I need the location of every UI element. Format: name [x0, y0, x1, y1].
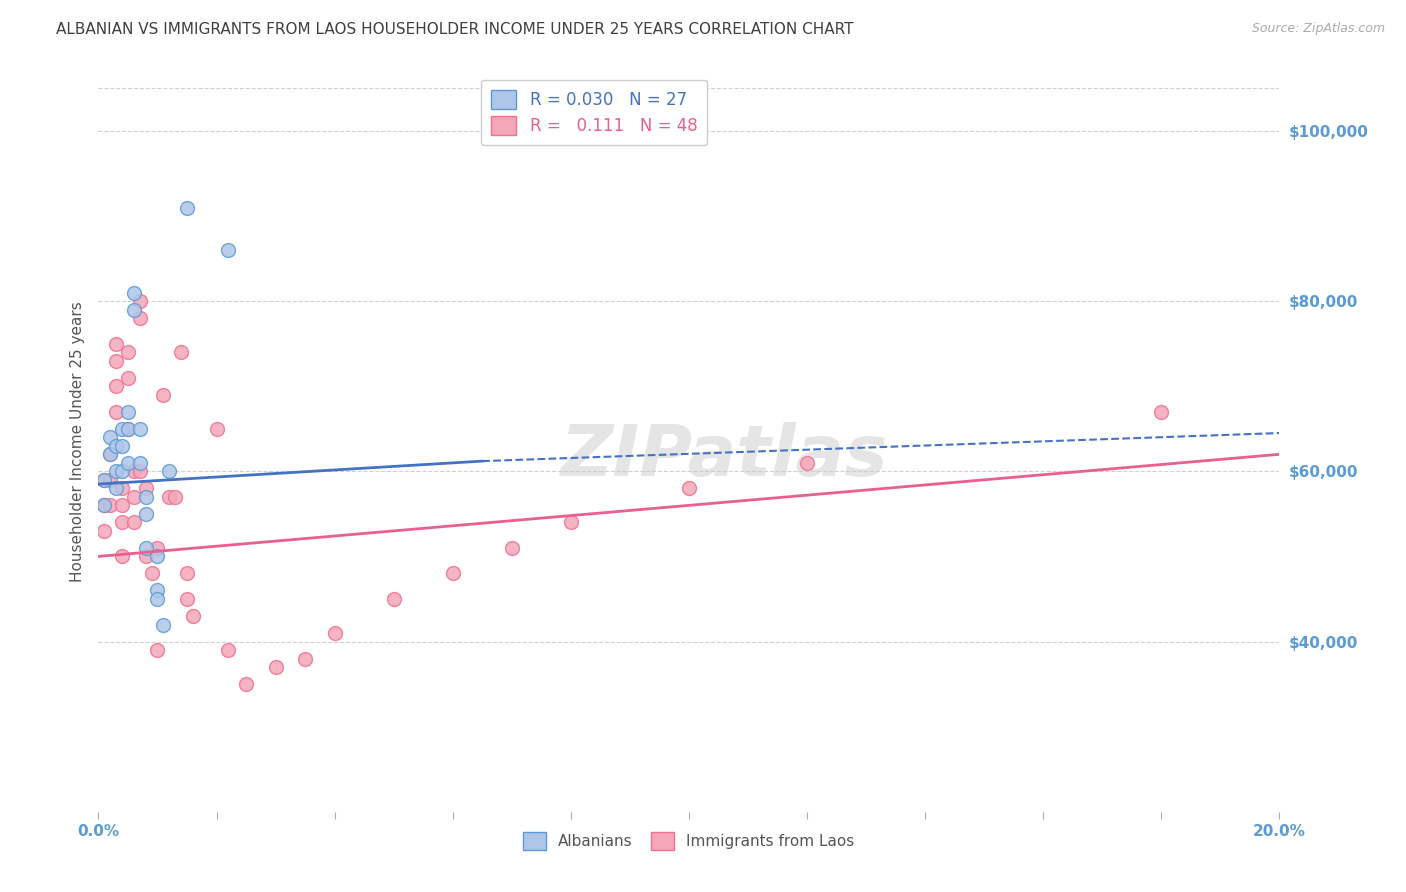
Point	[105, 405, 128, 419]
Y-axis label: Householder Income Under 25 years: Householder Income Under 25 years	[69, 301, 84, 582]
Point	[146, 643, 169, 657]
Point	[98, 499, 121, 513]
Point	[135, 549, 157, 564]
Point	[146, 591, 169, 606]
Point	[111, 464, 134, 478]
Point	[1150, 405, 1173, 419]
Point	[117, 345, 139, 359]
Point	[170, 345, 193, 359]
Point	[796, 456, 818, 470]
Point	[501, 541, 523, 555]
Point	[93, 473, 115, 487]
Point	[98, 430, 121, 444]
Point	[128, 294, 150, 309]
Point	[135, 490, 157, 504]
Point	[117, 405, 139, 419]
Point	[93, 499, 115, 513]
Point	[135, 481, 157, 495]
Point	[98, 473, 121, 487]
Point	[122, 302, 145, 317]
Point	[128, 456, 150, 470]
Point	[117, 456, 139, 470]
Point	[157, 464, 180, 478]
Text: ALBANIAN VS IMMIGRANTS FROM LAOS HOUSEHOLDER INCOME UNDER 25 YEARS CORRELATION C: ALBANIAN VS IMMIGRANTS FROM LAOS HOUSEHO…	[56, 22, 853, 37]
Point	[176, 566, 198, 581]
Point	[105, 336, 128, 351]
Point	[146, 541, 169, 555]
Point	[146, 583, 169, 598]
Point	[135, 507, 157, 521]
Point	[93, 499, 115, 513]
Point	[382, 591, 405, 606]
Point	[176, 591, 198, 606]
Point	[98, 447, 121, 461]
Point	[157, 490, 180, 504]
Point	[165, 490, 187, 504]
Point	[441, 566, 464, 581]
Point	[122, 490, 145, 504]
Point	[122, 285, 145, 300]
Point	[122, 464, 145, 478]
Point	[105, 464, 128, 478]
Point	[111, 481, 134, 495]
Point	[93, 473, 115, 487]
Point	[122, 516, 145, 530]
Text: Source: ZipAtlas.com: Source: ZipAtlas.com	[1251, 22, 1385, 36]
Point	[141, 566, 163, 581]
Point	[323, 626, 346, 640]
Point	[135, 541, 157, 555]
Point	[560, 516, 582, 530]
Point	[105, 439, 128, 453]
Point	[205, 422, 228, 436]
Point	[146, 549, 169, 564]
Point	[128, 311, 150, 326]
Point	[111, 516, 134, 530]
Point	[111, 549, 134, 564]
Point	[264, 660, 287, 674]
Point	[93, 524, 115, 538]
Point	[105, 481, 128, 495]
Point	[217, 643, 239, 657]
Point	[235, 677, 257, 691]
Point	[111, 439, 134, 453]
Point	[105, 353, 128, 368]
Point	[117, 370, 139, 384]
Point	[128, 422, 150, 436]
Point	[128, 464, 150, 478]
Text: ZIPatlas: ZIPatlas	[561, 422, 889, 491]
Point	[181, 609, 204, 624]
Point	[111, 422, 134, 436]
Point	[217, 243, 239, 257]
Point	[117, 422, 139, 436]
Point	[105, 379, 128, 393]
Point	[117, 422, 139, 436]
Point	[678, 481, 700, 495]
Point	[152, 388, 174, 402]
Point	[152, 617, 174, 632]
Point	[98, 447, 121, 461]
Point	[294, 651, 316, 665]
Point	[176, 201, 198, 215]
Legend: Albanians, Immigrants from Laos: Albanians, Immigrants from Laos	[517, 826, 860, 856]
Point	[111, 499, 134, 513]
